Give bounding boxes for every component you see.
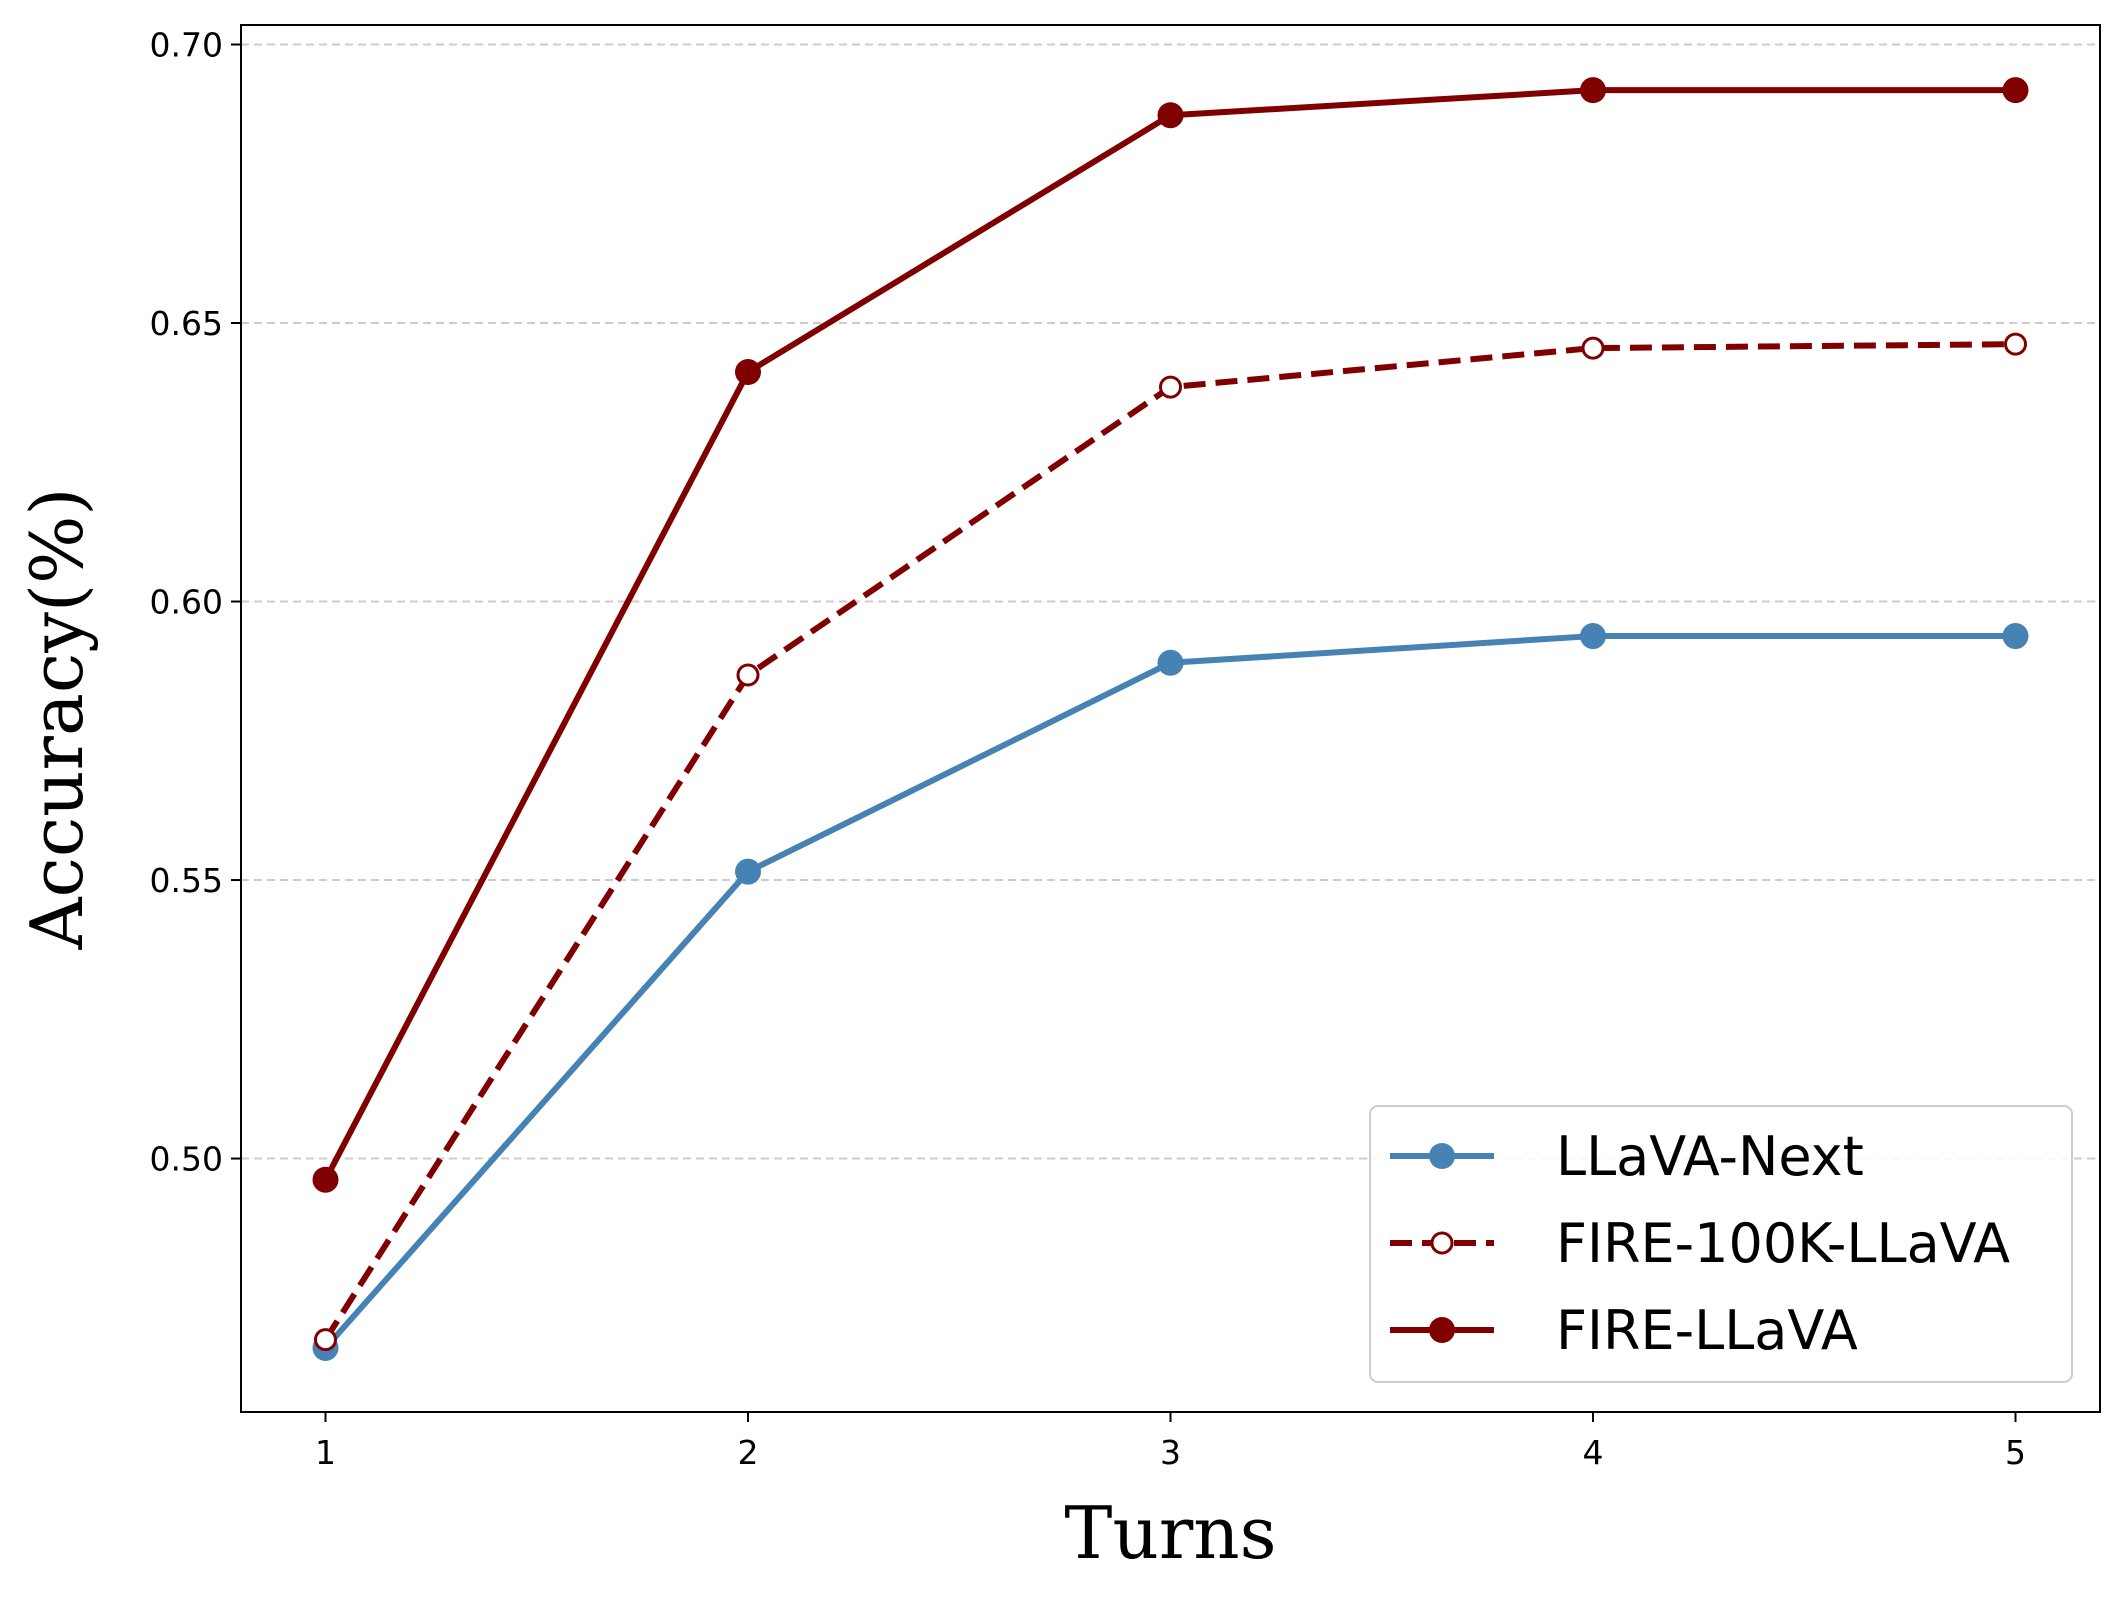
data-point bbox=[1580, 623, 1606, 650]
x-tick-label: 4 bbox=[1583, 1433, 1604, 1472]
y-tick-label: 0.70 bbox=[150, 25, 223, 64]
y-tick-label: 0.50 bbox=[150, 1140, 223, 1179]
x-tick-label: 1 bbox=[315, 1433, 336, 1472]
y-tick-label: 0.60 bbox=[150, 583, 223, 622]
legend-label: LLaVA-Next bbox=[1556, 1125, 1864, 1188]
data-point bbox=[2002, 623, 2029, 650]
y-axis-title: Accuracy(%) bbox=[15, 488, 99, 951]
legend-box bbox=[1369, 1105, 2073, 1383]
legend-label: FIRE-100K-LLaVA bbox=[1556, 1212, 2010, 1275]
x-tick-label: 3 bbox=[1160, 1433, 1181, 1472]
legend-marker bbox=[1429, 1317, 1455, 1343]
y-tick-label: 0.55 bbox=[150, 861, 223, 900]
data-point bbox=[1157, 649, 1184, 676]
data-point bbox=[735, 359, 761, 386]
grid-lines bbox=[241, 43, 2100, 1160]
y-axis: 0.50 0.55 0.60 0.65 0.70 bbox=[150, 25, 241, 1179]
data-point bbox=[312, 1166, 339, 1193]
data-point bbox=[1159, 375, 1182, 399]
series-layer bbox=[312, 77, 2029, 1361]
legend-label: FIRE-LLaVA bbox=[1556, 1299, 1858, 1362]
x-tick-label: 2 bbox=[738, 1433, 759, 1472]
legend: LLaVA-Next FIRE-100K-LLaVA FIRE-LLaVA bbox=[1369, 1105, 2073, 1383]
legend-marker bbox=[1429, 1143, 1455, 1169]
data-point bbox=[1581, 336, 1605, 360]
x-tick-label: 5 bbox=[2005, 1433, 2026, 1472]
data-point bbox=[736, 663, 760, 687]
x-axis: 1 2 3 4 5 bbox=[315, 1412, 2026, 1472]
legend-entry: LLaVA-Next bbox=[1390, 1125, 1864, 1188]
legend-marker bbox=[1430, 1231, 1454, 1255]
legend-entry: FIRE-LLaVA bbox=[1390, 1299, 1858, 1362]
x-axis-title: Turns bbox=[1064, 1491, 1276, 1575]
data-point bbox=[314, 1328, 337, 1352]
data-point bbox=[2004, 332, 2027, 356]
legend-entry: FIRE-100K-LLaVA bbox=[1390, 1212, 2010, 1275]
data-point bbox=[2002, 77, 2029, 104]
data-point bbox=[1157, 102, 1184, 129]
y-tick-label: 0.65 bbox=[150, 304, 223, 343]
series-fire-llava bbox=[312, 77, 2029, 1193]
data-point bbox=[735, 858, 761, 885]
series-fire-100k-llava bbox=[314, 332, 2027, 1352]
data-point bbox=[1580, 77, 1606, 104]
